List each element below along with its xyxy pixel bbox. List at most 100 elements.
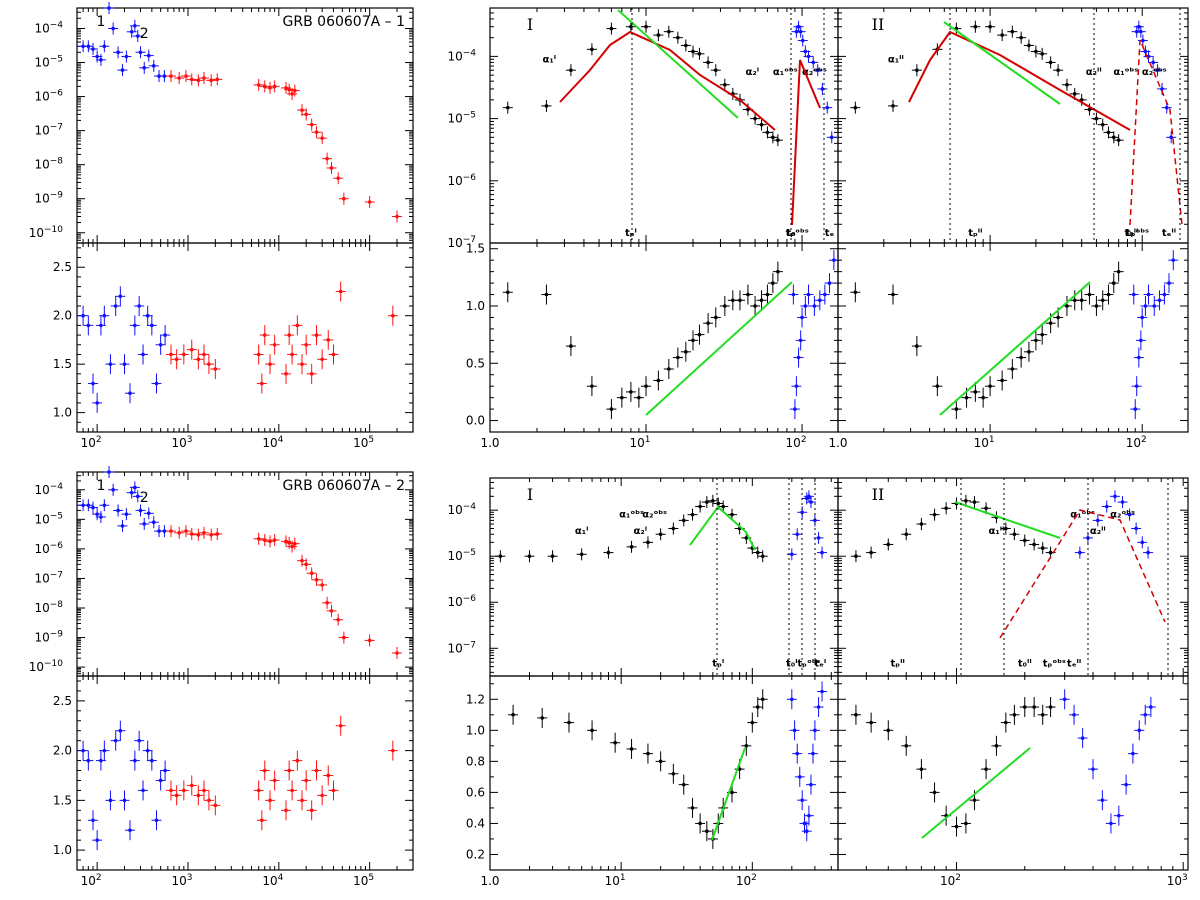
data-point	[1040, 52, 1044, 56]
flare-label: 2	[140, 490, 149, 506]
annotation: α₁ᴵ	[575, 526, 589, 537]
y-tick-label: 10−8	[34, 157, 63, 172]
data-point	[794, 384, 799, 388]
data-point	[744, 744, 749, 748]
data-point	[169, 352, 173, 357]
data-point	[284, 86, 288, 90]
data-point	[314, 768, 319, 773]
data-point	[676, 35, 680, 40]
data-point	[314, 578, 319, 582]
data-point	[256, 536, 261, 541]
annotation: tₚᵒᵇˢ	[786, 228, 809, 239]
data-point	[260, 818, 264, 823]
data-point	[765, 292, 770, 297]
plot-frame	[837, 477, 1189, 677]
data-point	[202, 352, 206, 357]
data-point	[1079, 298, 1084, 303]
y-tick-label: 2.5	[53, 260, 72, 274]
data-point	[550, 554, 555, 559]
data-point	[544, 104, 549, 108]
data-point	[800, 798, 804, 802]
plot-frame	[76, 242, 414, 433]
data-point	[690, 512, 695, 517]
data-point	[120, 524, 125, 528]
x-tick-label: 105	[353, 873, 374, 888]
annotation: α₁ᵒᵇˢ	[619, 509, 644, 520]
y-tick-label: 1.2	[466, 692, 485, 706]
y-tick-label: 2.5	[53, 694, 72, 708]
data-point	[713, 315, 718, 320]
data-point	[1040, 713, 1045, 717]
panel-label: I	[527, 485, 533, 504]
data-point	[1094, 304, 1099, 308]
x-tick-label: 102	[81, 873, 102, 888]
data-point	[705, 500, 709, 504]
data-point	[1169, 135, 1173, 140]
data-point	[811, 60, 816, 65]
data-point	[196, 357, 201, 362]
plot-frame	[837, 675, 1189, 871]
y-tick-label: 10−4	[34, 482, 63, 497]
data-point	[818, 298, 822, 303]
data-point	[268, 798, 272, 803]
data-point	[1141, 38, 1145, 43]
data-point	[336, 617, 340, 622]
x-tick-label: 1.0	[480, 436, 499, 450]
data-point	[81, 44, 85, 49]
data-point	[806, 292, 811, 297]
data-point	[1040, 546, 1045, 550]
data-point	[964, 498, 968, 503]
data-point	[803, 49, 808, 54]
data-point	[177, 531, 181, 535]
data-point	[162, 74, 167, 78]
data-point	[755, 550, 760, 555]
x-tick-label: 103	[171, 435, 192, 450]
data-point	[706, 60, 710, 65]
data-point	[1056, 315, 1060, 320]
data-point	[391, 313, 395, 318]
data-point	[309, 808, 314, 813]
data-point	[1048, 550, 1053, 555]
data-point	[342, 635, 346, 640]
data-point	[620, 395, 624, 400]
data-point	[293, 88, 297, 93]
data-point	[609, 407, 614, 411]
data-point	[150, 758, 154, 763]
data-point	[309, 372, 314, 376]
data-point	[99, 515, 103, 519]
data-point	[1109, 821, 1113, 826]
data-point	[854, 713, 858, 717]
data-point	[395, 651, 399, 655]
data-point	[755, 705, 760, 709]
annotation: α₂ᴵᴵ	[1090, 526, 1106, 537]
data-point	[569, 68, 573, 72]
data-point	[698, 821, 702, 826]
data-point	[964, 395, 969, 400]
data-point	[300, 798, 304, 803]
data-point	[698, 504, 702, 509]
y-tick-label: 10−4	[447, 502, 476, 517]
data-point	[367, 638, 372, 643]
model-curve	[1129, 39, 1183, 226]
data-point	[118, 294, 123, 299]
data-point	[1137, 24, 1141, 29]
data-point	[816, 705, 821, 709]
data-point	[658, 532, 663, 537]
data-point	[1134, 526, 1138, 531]
data-point	[1000, 33, 1004, 37]
annotation: α₂ᵒᵇˢ	[802, 67, 827, 78]
plot-frame	[489, 477, 839, 677]
x-tick-label: 101	[605, 873, 626, 888]
annotation: t₀ᴵᴵ	[1018, 659, 1032, 670]
data-point	[629, 545, 634, 549]
data-point	[886, 728, 891, 733]
data-point	[671, 526, 676, 531]
data-point	[813, 728, 817, 733]
data-point	[795, 532, 800, 537]
annotation: t₀ᴵ	[786, 659, 798, 670]
fit-line	[954, 501, 1061, 539]
data-point	[1010, 367, 1015, 371]
data-point	[189, 77, 194, 82]
data-point	[731, 298, 735, 303]
